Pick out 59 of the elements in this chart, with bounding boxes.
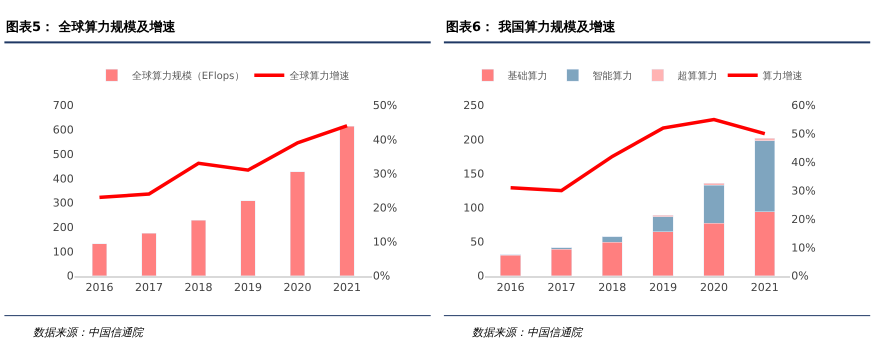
y-tick-label: 300 [52, 196, 74, 210]
y2-tick-label: 0% [372, 270, 390, 283]
x-tick-label: 2018 [598, 280, 626, 294]
line-series [98, 124, 349, 200]
line-series [508, 118, 767, 192]
y-tick-label: 100 [463, 202, 484, 214]
legend-label: 算力增速 [762, 70, 803, 82]
y-tick-label: 600 [52, 124, 74, 137]
y2-tick-label: 50% [791, 128, 816, 141]
y-tick-label: 500 [52, 148, 74, 161]
x-tick-label: 2021 [750, 280, 779, 294]
source-note: 数据来源：中国信通院 [33, 326, 145, 339]
legend-label: 全球算力增速 [289, 70, 350, 82]
x-tick-label: 2021 [333, 280, 362, 294]
x-tick-label: 2019 [649, 280, 678, 294]
y2-tick-label: 20% [372, 202, 398, 214]
y-tick-label: 200 [52, 220, 74, 234]
legend-label: 超算算力 [678, 70, 718, 82]
legend-label: 全球算力规模（EFlops） [132, 70, 244, 82]
x-tick-label: 2019 [234, 280, 262, 294]
legend-label: 智能算力 [592, 70, 633, 82]
y2-tick-label: 40% [791, 156, 816, 170]
source-note: 数据来源：中国信通院 [472, 326, 584, 339]
legend-label: 基础算力 [508, 70, 548, 82]
y-tick-label: 250 [463, 99, 484, 112]
y-tick-label: 0 [477, 270, 484, 283]
y-tick-label: 0 [66, 270, 74, 283]
x-tick-label: 2016 [85, 280, 114, 294]
bar [92, 243, 108, 276]
y-tick-label: 50 [470, 236, 484, 249]
y-tick-label: 150 [463, 167, 484, 180]
y2-tick-label: 0% [791, 270, 809, 283]
x-tick-label: 2018 [184, 280, 213, 294]
chart-title: 图表6： 我国算力规模及增速 [446, 19, 617, 35]
x-tick-label: 2020 [700, 280, 728, 294]
y2-tick-label: 30% [791, 184, 816, 198]
y-tick-label: 200 [463, 133, 484, 146]
bar [190, 220, 206, 276]
y2-tick-label: 50% [372, 99, 398, 112]
bar [500, 255, 522, 276]
y-tick-label: 400 [52, 172, 74, 186]
chart-title: 图表5： 全球算力规模及增速 [6, 19, 177, 35]
y2-tick-label: 40% [372, 133, 398, 146]
y2-tick-label: 30% [372, 167, 398, 180]
y2-tick-label: 10% [372, 236, 398, 249]
y2-tick-label: 20% [791, 212, 816, 226]
x-tick-label: 2016 [496, 280, 525, 294]
bar [290, 171, 306, 276]
y2-tick-label: 10% [791, 241, 816, 254]
bar [240, 200, 256, 276]
y-tick-label: 100 [52, 245, 74, 258]
y-tick-label: 700 [52, 99, 74, 112]
bar [551, 249, 572, 276]
x-tick-label: 2017 [547, 280, 576, 294]
x-tick-label: 2020 [284, 280, 312, 294]
bar [339, 126, 355, 276]
bar [141, 232, 157, 276]
y2-tick-label: 60% [791, 99, 816, 112]
x-tick-label: 2017 [134, 280, 163, 294]
